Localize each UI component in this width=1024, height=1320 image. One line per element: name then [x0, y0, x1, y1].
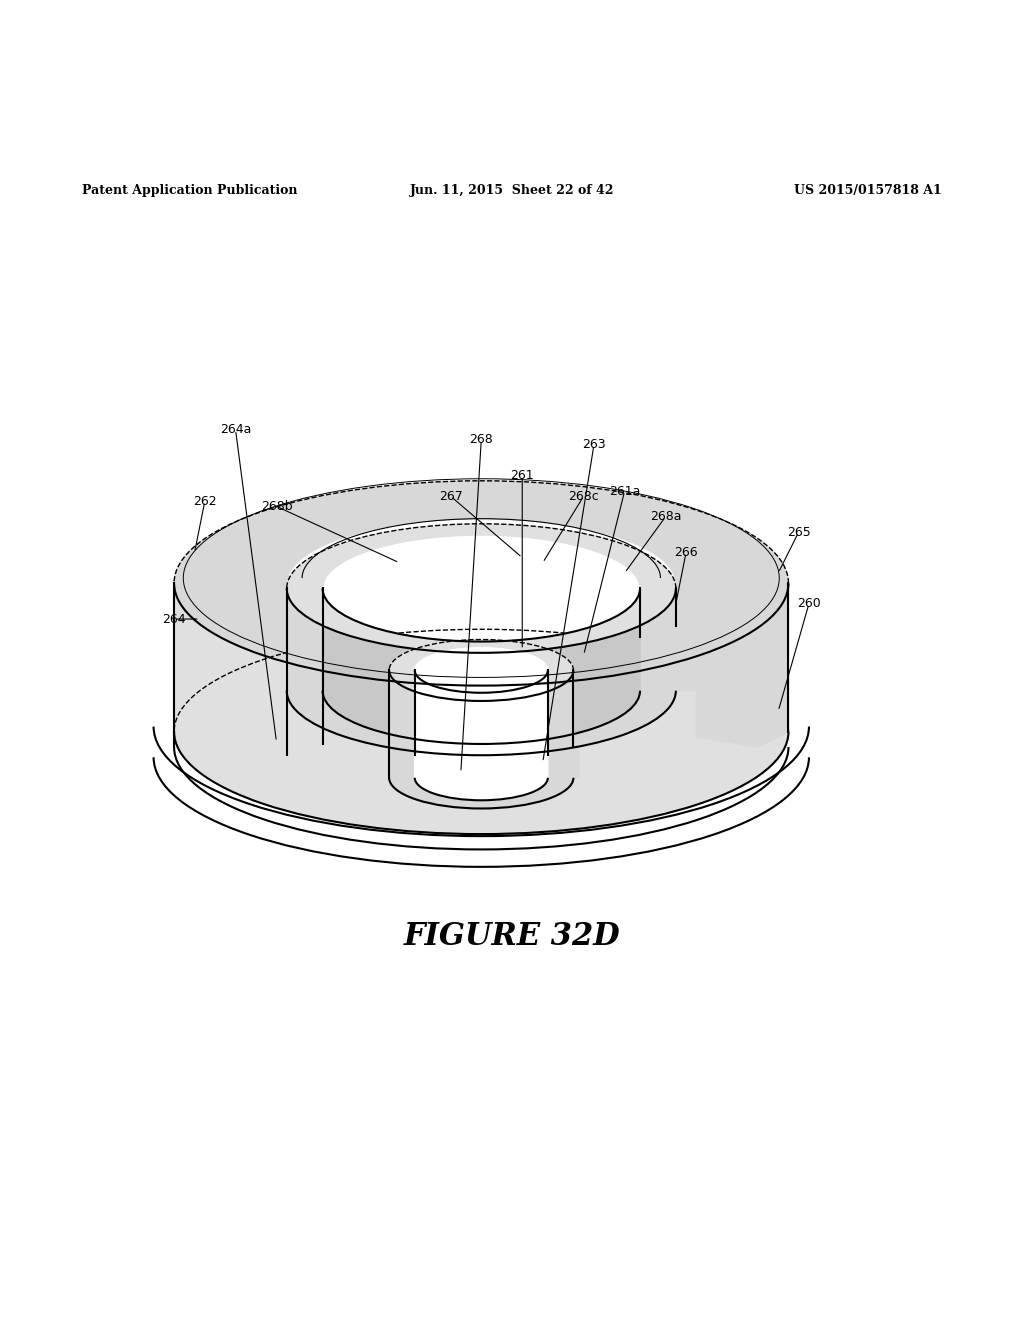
Text: 268c: 268c [568, 490, 599, 503]
Text: 266: 266 [674, 546, 698, 558]
Text: 261: 261 [510, 469, 535, 482]
Text: FIGURE 32D: FIGURE 32D [403, 921, 621, 952]
Text: US 2015/0157818 A1: US 2015/0157818 A1 [795, 183, 942, 197]
Polygon shape [415, 671, 548, 800]
Text: 268a: 268a [650, 510, 681, 523]
Polygon shape [553, 583, 788, 777]
Polygon shape [287, 524, 676, 653]
Polygon shape [287, 589, 676, 755]
Text: 261a: 261a [609, 484, 640, 498]
Polygon shape [323, 589, 640, 744]
Text: 263: 263 [582, 438, 606, 451]
Polygon shape [389, 639, 573, 701]
Text: 265: 265 [786, 525, 811, 539]
Text: 267: 267 [438, 490, 463, 503]
Polygon shape [389, 671, 573, 808]
Text: 260: 260 [797, 597, 821, 610]
Polygon shape [174, 583, 788, 834]
Text: Patent Application Publication: Patent Application Publication [82, 183, 297, 197]
Polygon shape [415, 648, 548, 693]
Polygon shape [174, 480, 788, 685]
Text: 268: 268 [469, 433, 494, 446]
Text: 262: 262 [193, 495, 217, 508]
Text: Jun. 11, 2015  Sheet 22 of 42: Jun. 11, 2015 Sheet 22 of 42 [410, 183, 614, 197]
Text: 268b: 268b [261, 500, 292, 513]
Text: 264a: 264a [220, 424, 251, 436]
Text: 264: 264 [162, 612, 186, 626]
